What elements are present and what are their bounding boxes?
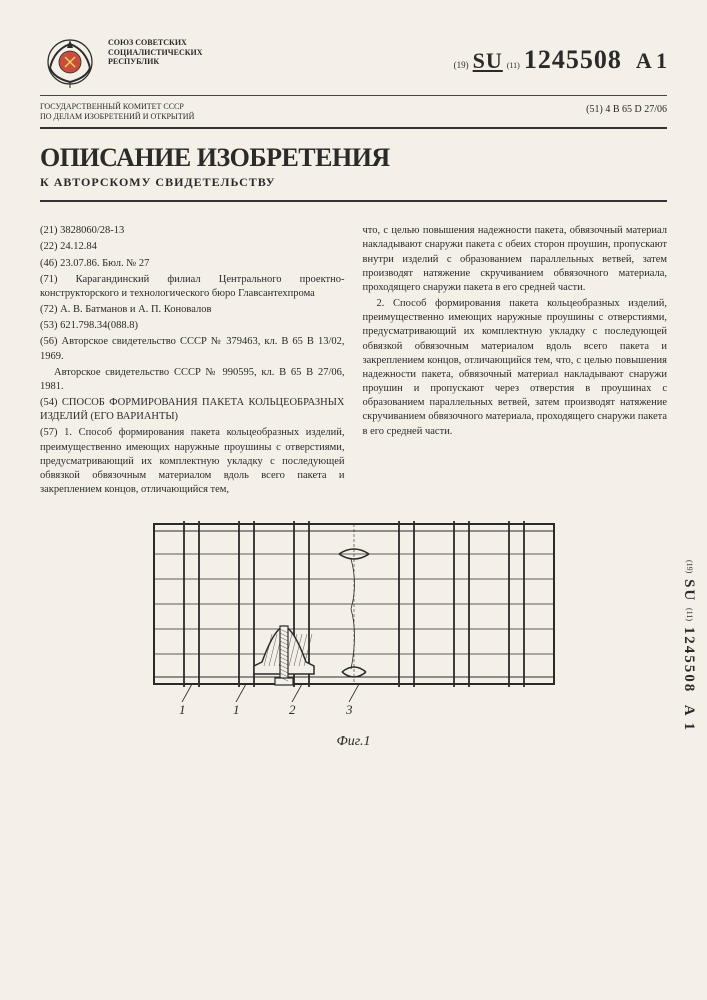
figure-svg: 1 1 2 3 [139,519,569,724]
figure-caption: Фиг.1 [40,734,667,750]
publication-number-block: (19) SU (11) 1245508 A 1 [454,30,667,75]
ussr-emblem [40,30,100,90]
side-label: (19) SU (11) 1245508 A 1 [680,560,697,732]
union-line3: РЕСПУБЛИК [108,57,248,67]
field-22: (22) 24.12.84 [40,240,345,254]
svg-text:3: 3 [345,702,353,717]
claim-1-cont: что, с целью повышения надежности пакета… [363,224,668,295]
field-71: (71) Карагандинский филиал Центрального … [40,273,345,301]
pub-11: (11) [507,61,520,70]
main-title: ОПИСАНИЕ ИЗОБРЕТЕНИЯ [40,143,667,173]
side-19: (19) [685,560,694,573]
body-columns: (21) 3828060/28-13 (22) 24.12.84 (46) 23… [40,224,667,499]
field-21: (21) 3828060/28-13 [40,224,345,238]
committee-line2: ПО ДЕЛАМ ИЗОБРЕТЕНИЙ И ОТКРЫТИЙ [40,112,250,122]
field-53: (53) 621.798.34(088.8) [40,319,345,333]
figure-1: 1 1 2 3 Фиг.1 [40,519,667,750]
side-su: SU [681,579,697,602]
title-block: ОПИСАНИЕ ИЗОБРЕТЕНИЯ К АВТОРСКОМУ СВИДЕТ… [40,129,667,202]
pub-number: 1245508 [524,45,622,75]
field-72: (72) А. В. Батманов и А. П. Коновалов [40,303,345,317]
union-line2: СОЦИАЛИСТИЧЕСКИХ [108,48,248,58]
pub-prefix-19: (19) [454,60,469,70]
side-11: (11) [685,608,694,621]
side-suffix: A 1 [681,705,697,732]
union-line1: СОЮЗ СОВЕТСКИХ [108,38,248,48]
right-column: что, с целью повышения надежности пакета… [363,224,668,499]
field-46: (46) 23.07.86. Бюл. № 27 [40,257,345,271]
svg-text:2: 2 [289,702,296,717]
field-54: (54) СПОСОБ ФОРМИРОВАНИЯ ПАКЕТА КОЛЬЦЕОБ… [40,396,345,424]
svg-text:1: 1 [233,702,240,717]
subtitle: К АВТОРСКОМУ СВИДЕТЕЛЬСТВУ [40,175,667,190]
svg-text:1: 1 [179,702,186,717]
header-row-2: ГОСУДАРСТВЕННЫЙ КОМИТЕТ СССР ПО ДЕЛАМ ИЗ… [40,96,667,129]
class-code: B 65 D 27/06 [613,104,667,115]
field-57: (57) 1. Способ формирования пакета кольц… [40,426,345,497]
patent-page: СОЮЗ СОВЕТСКИХ СОЦИАЛИСТИЧЕСКИХ РЕСПУБЛИ… [0,0,707,1000]
claim-2: 2. Способ формирования пакета кольцеобра… [363,297,668,439]
header-top-row: СОЮЗ СОВЕТСКИХ СОЦИАЛИСТИЧЕСКИХ РЕСПУБЛИ… [40,30,667,96]
committee-line1: ГОСУДАРСТВЕННЫЙ КОМИТЕТ СССР [40,102,250,112]
classification: (51) 4 B 65 D 27/06 [586,102,667,121]
pub-country-code: SU [473,48,503,74]
union-text: СОЮЗ СОВЕТСКИХ СОЦИАЛИСТИЧЕСКИХ РЕСПУБЛИ… [108,30,248,67]
field-56a: (56) Авторское свидетельство СССР № 3794… [40,335,345,363]
field-56b: Авторское свидетельство СССР № 990595, к… [40,366,345,394]
class-prefix: (51) 4 [586,104,610,115]
pub-suffix: A 1 [636,48,667,74]
left-column: (21) 3828060/28-13 (22) 24.12.84 (46) 23… [40,224,345,499]
side-num: 1245508 [681,627,697,694]
committee-text: ГОСУДАРСТВЕННЫЙ КОМИТЕТ СССР ПО ДЕЛАМ ИЗ… [40,102,250,121]
